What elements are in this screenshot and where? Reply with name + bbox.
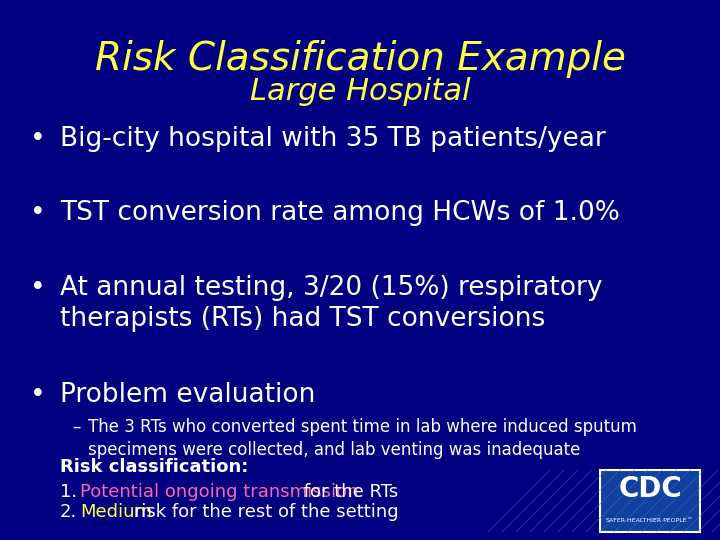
Text: At annual testing, 3/20 (15%) respiratory
therapists (RTs) had TST conversions: At annual testing, 3/20 (15%) respirator… — [60, 275, 603, 332]
Text: •: • — [30, 275, 46, 301]
Text: •: • — [30, 382, 46, 408]
Text: CDC: CDC — [618, 475, 682, 503]
Text: Risk classification:: Risk classification: — [60, 458, 248, 476]
Bar — [600, 470, 700, 532]
Text: for the RTs: for the RTs — [298, 483, 398, 501]
Text: Problem evaluation: Problem evaluation — [60, 382, 315, 408]
Text: risk for the rest of the setting: risk for the rest of the setting — [128, 503, 399, 521]
Text: 1.: 1. — [60, 483, 77, 501]
Text: •: • — [30, 126, 46, 152]
Text: TST conversion rate among HCWs of 1.0%: TST conversion rate among HCWs of 1.0% — [60, 200, 620, 226]
Text: SAFER·HEALTHIER·PEOPLE™: SAFER·HEALTHIER·PEOPLE™ — [606, 518, 694, 523]
Text: Potential ongoing transmission: Potential ongoing transmission — [80, 483, 359, 501]
Text: Large Hospital: Large Hospital — [250, 77, 470, 106]
Text: 2.: 2. — [60, 503, 77, 521]
Text: Big-city hospital with 35 TB patients/year: Big-city hospital with 35 TB patients/ye… — [60, 126, 606, 152]
Text: The 3 RTs who converted spent time in lab where induced sputum
specimens were co: The 3 RTs who converted spent time in la… — [88, 418, 637, 459]
Text: –: – — [72, 418, 81, 436]
Text: •: • — [30, 200, 46, 226]
Text: Risk Classification Example: Risk Classification Example — [94, 40, 626, 78]
Text: Medium: Medium — [80, 503, 152, 521]
